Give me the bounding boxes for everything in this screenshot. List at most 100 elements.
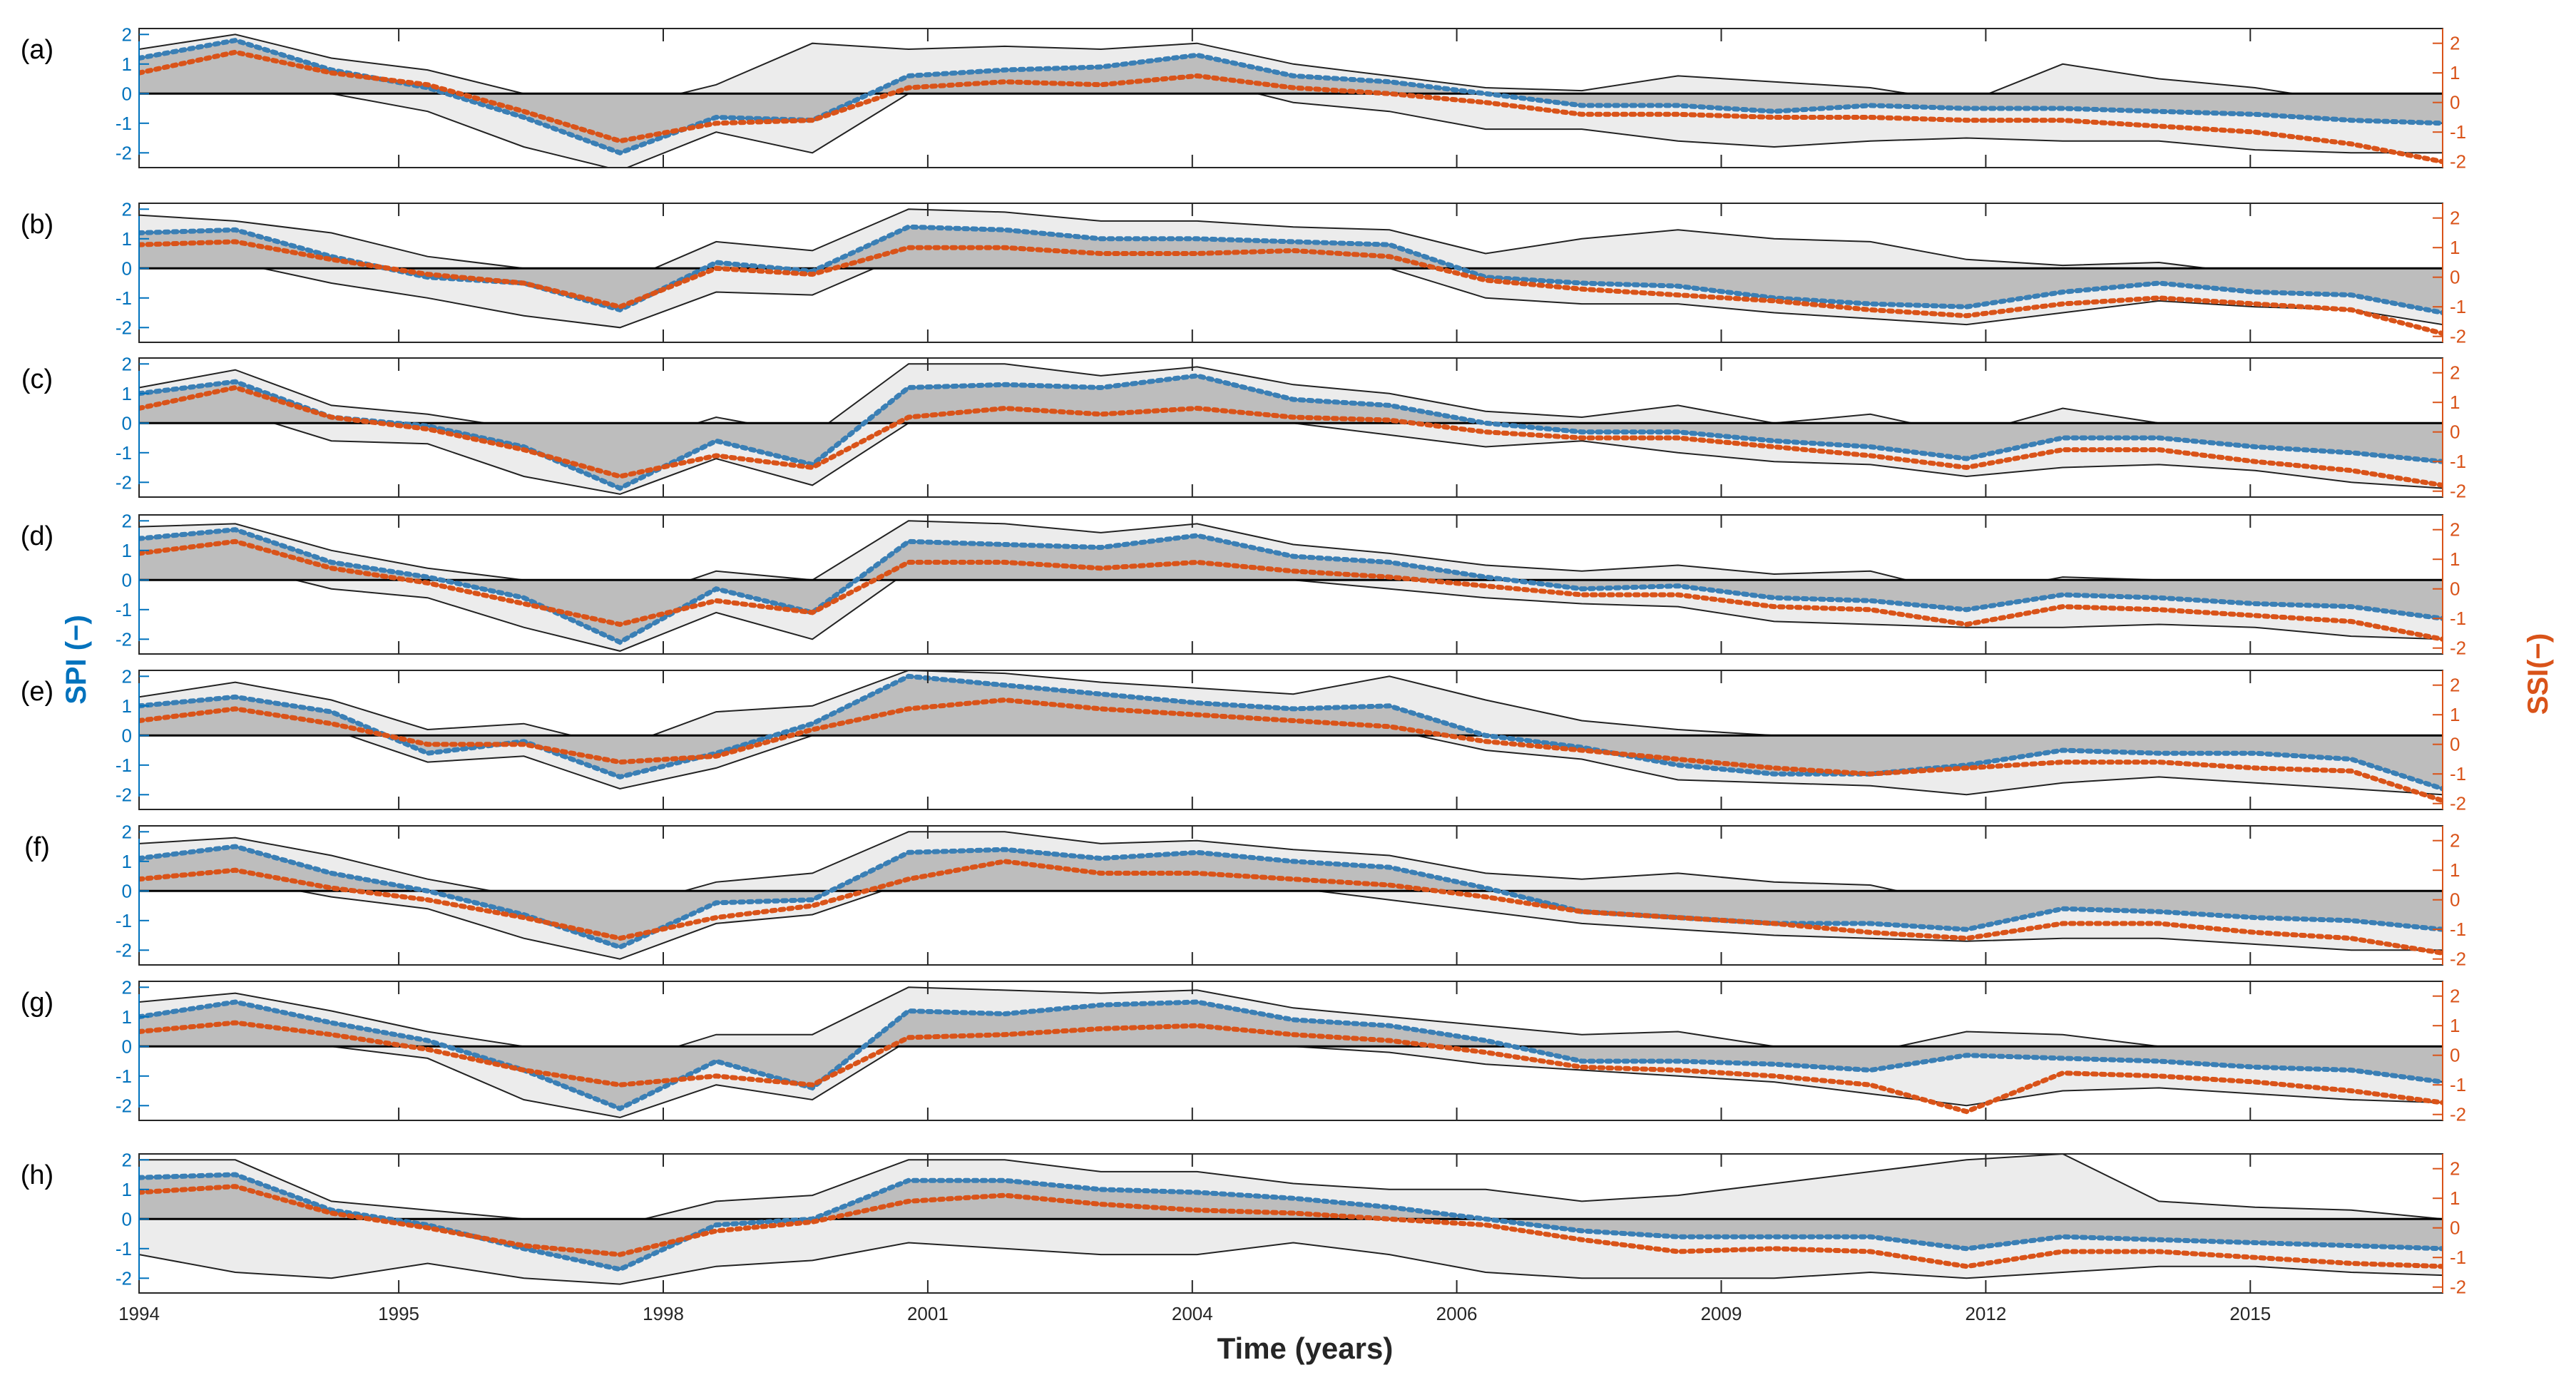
right-tick-label: 2	[2450, 1158, 2460, 1180]
left-tick-label: 2	[122, 976, 132, 998]
x-tick-label: 2009	[1701, 1303, 1742, 1324]
left-tick-label: -1	[116, 1238, 132, 1259]
panel-4: 2 1 0 -1 -2 2 1 0 -1 -2 (e)	[21, 665, 2466, 814]
right-tick-label: 2	[2450, 362, 2460, 384]
x-tick-label: 1994	[118, 1303, 160, 1324]
right-tick-label: -2	[2450, 481, 2466, 502]
right-tick-label: 2	[2450, 986, 2460, 1007]
left-tick-label: 2	[122, 1149, 132, 1170]
right-tick-label: 0	[2450, 421, 2460, 443]
ssi-dotted-series	[139, 1184, 2443, 1269]
panel-label: (h)	[21, 1160, 53, 1190]
panel-7: 2 1 0 -1 -2 2 1 0 -1 -2 (h)	[21, 1149, 2466, 1297]
uncertainty-band-light	[139, 520, 2443, 652]
spi-dotted-series	[139, 38, 2443, 156]
panel-label: (a)	[21, 35, 53, 65]
panel-3: 2 1 0 -1 -2 2 1 0 -1 -2 (d)	[21, 510, 2466, 658]
left-tick-label: 2	[122, 665, 132, 687]
right-tick-label: -1	[2450, 1074, 2466, 1095]
left-tick-label: 1	[122, 228, 132, 250]
uncertainty-band-light	[139, 831, 2443, 960]
left-tick-label: 0	[122, 880, 132, 901]
right-tick-label: -2	[2450, 949, 2466, 970]
right-tick-label: 2	[2450, 830, 2460, 852]
spi-dotted-series	[139, 844, 2443, 950]
left-tick-label: -2	[116, 1267, 132, 1289]
right-tick-label: -2	[2450, 151, 2466, 173]
right-tick-label: -1	[2450, 919, 2466, 940]
right-tick-label: 0	[2450, 1217, 2460, 1239]
left-tick-label: -2	[116, 784, 132, 805]
left-tick-label: 1	[122, 53, 132, 75]
right-tick-label: 2	[2450, 208, 2460, 229]
ssi-dotted-series	[139, 859, 2443, 956]
right-tick-label: -2	[2450, 793, 2466, 814]
right-tick-label: 1	[2450, 548, 2460, 570]
left-tick-label: -2	[116, 471, 132, 493]
panel-plot-area	[139, 831, 2443, 960]
left-tick-label: -1	[116, 755, 132, 776]
left-tick-label: 0	[122, 1036, 132, 1057]
left-tick-label: 1	[122, 540, 132, 561]
x-tick-label: 2015	[2229, 1303, 2271, 1324]
uncertainty-band-light	[139, 363, 2443, 495]
left-tick-label: 2	[122, 198, 132, 220]
spi-dotted-series	[139, 673, 2443, 792]
panel-plot-area	[139, 363, 2443, 495]
x-tick-label: 2012	[1965, 1303, 2006, 1324]
ssi-dotted-series	[139, 538, 2443, 642]
right-tick-label: 0	[2450, 734, 2460, 755]
panel-plot-area	[139, 520, 2443, 652]
ssi-dotted-series	[139, 1020, 2443, 1115]
y-axis-label-right: SSI(−)	[2523, 633, 2554, 715]
right-tick-label: -2	[2450, 1277, 2466, 1298]
left-tick-label: -1	[116, 599, 132, 620]
right-tick-label: -2	[2450, 1104, 2466, 1125]
ssi-dotted-series	[139, 697, 2443, 804]
spi-dotted-series	[139, 1172, 2443, 1272]
panel-label: (b)	[21, 210, 53, 240]
panel-label: (d)	[21, 521, 53, 551]
x-tick-label: 2001	[907, 1303, 949, 1324]
right-tick-label: 1	[2450, 237, 2460, 258]
left-tick-label: -2	[116, 1095, 132, 1116]
left-tick-label: -1	[116, 113, 132, 134]
right-tick-label: 1	[2450, 62, 2460, 83]
right-tick-label: -1	[2450, 1247, 2466, 1268]
panel-0: 2 1 0 -1 -2 2 1 0 -1 -2 (a)	[21, 24, 2466, 172]
left-tick-label: -2	[116, 317, 132, 338]
panel-plot-area	[139, 670, 2443, 804]
right-tick-label: -1	[2450, 296, 2466, 317]
left-tick-label: 0	[122, 1208, 132, 1230]
spi-dotted-series	[139, 527, 2443, 645]
right-tick-label: 1	[2450, 859, 2460, 881]
x-axis: 1994 1995 1998 2001 2004 2006 2009 2012 2015	[118, 1303, 2271, 1324]
left-tick-label: 1	[122, 695, 132, 717]
right-tick-label: 1	[2450, 704, 2460, 725]
ssi-dotted-series	[139, 384, 2443, 488]
panel-5: 2 1 0 -1 -2 2 1 0 -1 -2 (f)	[24, 821, 2466, 969]
right-tick-label: 0	[2450, 578, 2460, 600]
right-tick-label: 0	[2450, 92, 2460, 113]
panel-plot-area	[139, 208, 2443, 337]
right-tick-label: 0	[2450, 889, 2460, 911]
panel-1: 2 1 0 -1 -2 2 1 0 -1 -2 (b)	[21, 198, 2466, 347]
left-tick-label: 2	[122, 353, 132, 374]
panel-label: (f)	[24, 832, 50, 862]
left-tick-label: 0	[122, 569, 132, 591]
panel-label: (g)	[21, 988, 53, 1018]
right-tick-label: -1	[2450, 763, 2466, 784]
left-tick-label: -2	[116, 939, 132, 961]
panels-group: 2 1 0 -1 -2 2 1 0 -1 -2 (a) 2 1 0 -1 -2 2 1 0 -1 -2 (b) 2 1 0 -1 -…	[21, 24, 2466, 1297]
left-tick-label: 0	[122, 83, 132, 104]
left-tick-label: 2	[122, 821, 132, 842]
right-tick-label: 1	[2450, 1187, 2460, 1209]
left-tick-label: 0	[122, 725, 132, 746]
panel-plot-area	[139, 34, 2443, 168]
right-tick-label: -1	[2450, 451, 2466, 472]
right-tick-label: -1	[2450, 608, 2466, 629]
panel-plot-area	[139, 986, 2443, 1118]
left-tick-label: -1	[116, 910, 132, 931]
